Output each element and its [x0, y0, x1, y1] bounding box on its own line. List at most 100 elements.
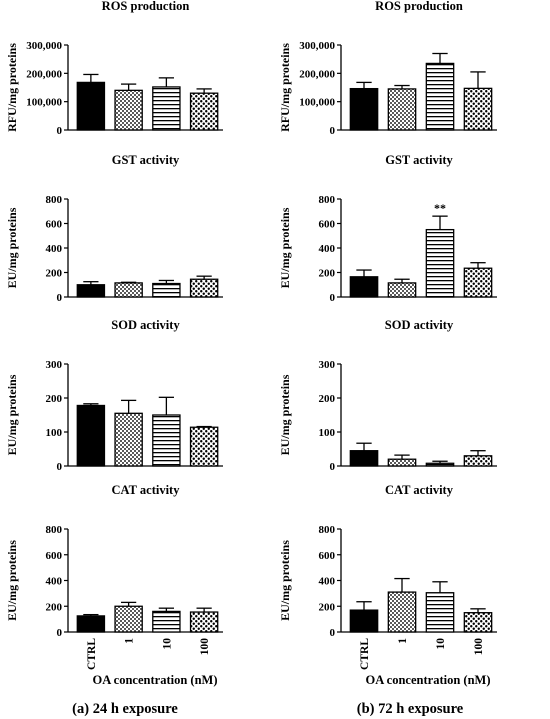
y-tick-label: 200: [46, 268, 63, 280]
bar-100: [463, 612, 493, 633]
chart-title: GST activity: [112, 153, 180, 167]
chart-panel-3: GST activity EU/mg proteins 0 200 400 600 800 *…: [278, 153, 497, 304]
bar-CTRL: [76, 284, 106, 298]
bar-100: [463, 267, 493, 298]
bar-1: [387, 88, 417, 131]
y-tick-label: 600: [319, 550, 336, 562]
x-tick-label: CTRL: [359, 638, 371, 670]
chart-title: GST activity: [385, 153, 453, 167]
y-tick-label: 600: [319, 219, 336, 231]
y-axis-label: RFU/mg proteins: [5, 43, 19, 132]
x-tick-label: 100: [473, 638, 485, 656]
y-tick-label: 0: [57, 292, 63, 304]
y-axis-label: EU/mg proteins: [278, 540, 292, 621]
bar-1: [114, 89, 143, 131]
y-tick-label: 200: [319, 268, 336, 280]
chart-panel-1: ROS production RFU/mg proteins 0 100,000 200…: [278, 0, 497, 137]
x-tick-label: 1: [397, 638, 409, 644]
chart-panel-0: ROS production RFU/mg proteins 0 100,000 200…: [5, 0, 223, 137]
chart-title: CAT activity: [112, 483, 181, 497]
y-tick-label: 200: [319, 393, 336, 405]
y-tick-label: 800: [46, 524, 63, 536]
chart-panel-5: SOD activity EU/mg proteins 0 100 200 300: [278, 318, 497, 473]
bar-CTRL: [349, 609, 379, 633]
x-tick-label: 1: [124, 638, 136, 644]
bar-CTRL: [349, 87, 379, 131]
y-tick-label: 600: [46, 219, 63, 231]
bar-CTRL: [76, 404, 106, 467]
chart-panel-4: SOD activity EU/mg proteins 0 100 200 300: [5, 318, 223, 473]
chart-title: ROS production: [375, 0, 463, 13]
y-tick-label: 0: [57, 627, 63, 639]
caption-right: (b) 72 h exposure: [357, 701, 464, 717]
bar-100: [189, 426, 219, 467]
y-tick-label: 400: [319, 243, 336, 255]
y-tick-label: 300: [46, 359, 63, 371]
bar-10: [425, 462, 455, 467]
y-tick-label: 400: [46, 243, 63, 255]
y-tick-label: 300,000: [26, 40, 62, 52]
y-tick-label: 0: [330, 292, 336, 304]
bar-10: [425, 228, 455, 298]
y-tick-label: 600: [46, 550, 63, 562]
bar-CTRL: [349, 276, 379, 298]
bar-CTRL: [349, 450, 379, 467]
bar-10: [425, 62, 455, 131]
chart-panel-7: CAT activity EU/mg proteins 0 200 400 600 800 C…: [278, 483, 497, 670]
y-tick-label: 100: [46, 427, 63, 439]
bar-10: [152, 414, 181, 467]
y-axis-label: RFU/mg proteins: [278, 43, 292, 132]
x-tick-label: 10: [161, 638, 173, 650]
x-axis-label-right: OA concentration (nM): [366, 673, 491, 687]
bar-1: [114, 605, 143, 633]
chart-panel-6: CAT activity EU/mg proteins 0 200 400 600 800 C…: [5, 483, 223, 670]
y-tick-label: 100,000: [26, 97, 62, 109]
y-tick-label: 300: [319, 359, 336, 371]
bar-10: [152, 86, 181, 131]
y-tick-label: 100,000: [299, 97, 335, 109]
bar-10: [152, 282, 181, 298]
caption-left: (a) 24 h exposure: [72, 701, 178, 717]
chart-panel-2: GST activity EU/mg proteins 0 200 400 600 800: [5, 153, 223, 304]
y-tick-label: 200,000: [26, 68, 62, 80]
bar-100: [463, 455, 493, 467]
y-tick-label: 300,000: [299, 40, 335, 52]
y-tick-label: 0: [330, 461, 336, 473]
y-tick-label: 200: [46, 601, 63, 613]
y-axis-label: EU/mg proteins: [278, 374, 292, 455]
bar-10: [425, 592, 455, 633]
bar-100: [189, 611, 219, 633]
chart-title: CAT activity: [385, 483, 454, 497]
y-axis-label: EU/mg proteins: [278, 207, 292, 288]
y-tick-label: 800: [46, 194, 63, 206]
y-tick-label: 0: [57, 461, 63, 473]
bar-10: [152, 610, 181, 633]
bar-1: [387, 282, 417, 298]
y-axis-label: EU/mg proteins: [5, 540, 19, 621]
x-tick-label: 100: [199, 638, 211, 656]
x-tick-label: CTRL: [86, 638, 98, 670]
chart-title: SOD activity: [111, 318, 180, 332]
bar-1: [114, 412, 143, 467]
bar-1: [114, 282, 143, 298]
bar-1: [387, 458, 417, 467]
bar-1: [387, 591, 417, 633]
bar-CTRL: [76, 81, 106, 131]
significance-label: **: [434, 201, 446, 215]
bar-CTRL: [76, 615, 106, 633]
bar-100: [463, 87, 493, 131]
chart-title: SOD activity: [385, 318, 454, 332]
chart-title: ROS production: [102, 0, 190, 13]
y-tick-label: 800: [319, 194, 336, 206]
y-tick-label: 400: [46, 576, 63, 588]
y-tick-label: 200: [46, 393, 63, 405]
y-axis-label: EU/mg proteins: [5, 374, 19, 455]
y-tick-label: 400: [319, 576, 336, 588]
y-tick-label: 200: [319, 601, 336, 613]
y-tick-label: 0: [330, 125, 336, 137]
y-tick-label: 200,000: [299, 68, 335, 80]
y-tick-label: 0: [57, 125, 63, 137]
y-axis-label: EU/mg proteins: [5, 207, 19, 288]
x-axis-label-left: OA concentration (nM): [93, 673, 218, 687]
y-tick-label: 0: [330, 627, 336, 639]
